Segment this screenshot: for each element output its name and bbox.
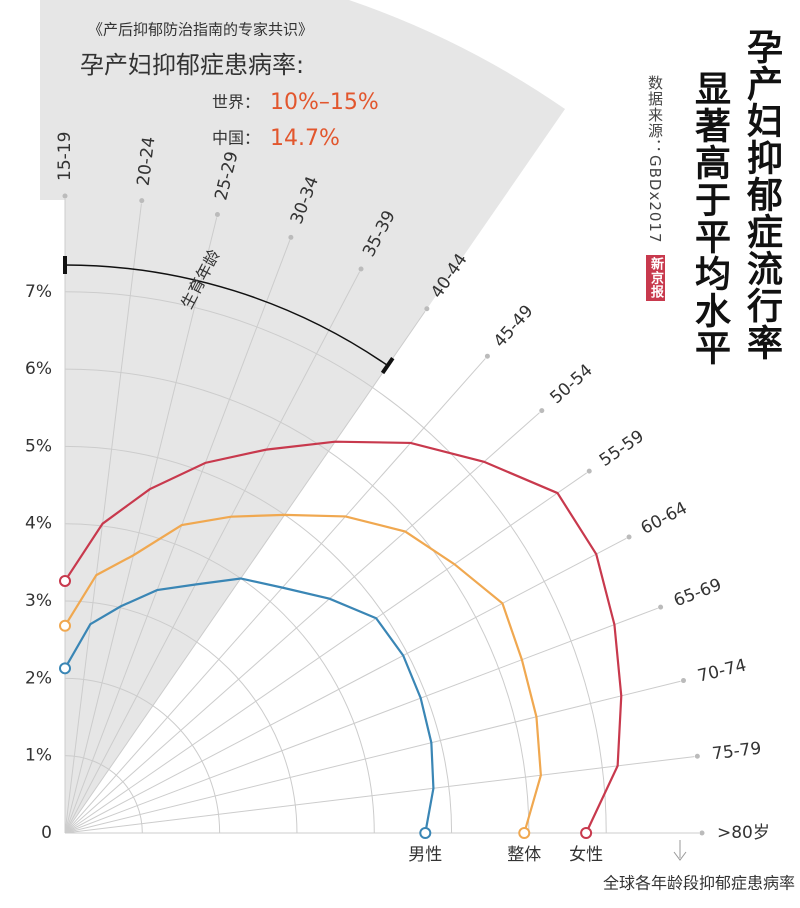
- china-label: 中国：: [212, 129, 260, 148]
- spoke-dot: [139, 198, 145, 204]
- series-line: [64, 513, 542, 834]
- category-label: 60-64: [638, 498, 691, 539]
- spoke-dot: [626, 534, 632, 540]
- china-value: 14.7%: [270, 126, 340, 151]
- grid-arc: [64, 523, 375, 834]
- plot: [59, 440, 623, 839]
- grid-arc: [64, 755, 143, 834]
- y-tick-label: 3%: [25, 591, 52, 611]
- spoke-dot: [699, 830, 705, 836]
- spoke-dot: [288, 234, 294, 240]
- reproductive-sector: [40, 0, 565, 833]
- y-tick-label: 2%: [25, 668, 52, 688]
- spoke-dot: [484, 353, 490, 359]
- title-line-1: 孕产妇抑郁症流行率: [741, 28, 782, 361]
- end-marker: [59, 619, 71, 632]
- category-label: >80岁: [717, 823, 770, 843]
- category-label: 65-69: [671, 575, 724, 611]
- y-tick-label: 6%: [25, 359, 52, 379]
- y-tick-label: 0: [41, 823, 52, 843]
- subtitle: 孕产妇抑郁症患病率:: [80, 51, 304, 79]
- legend-label: 男性: [408, 845, 442, 865]
- spoke: [64, 358, 486, 834]
- grid-arc: [64, 291, 607, 834]
- spoke-dot: [358, 266, 364, 272]
- grid-arc: [64, 368, 530, 834]
- annotation: 《产后抑郁防治指南的专家共识》: [88, 21, 313, 39]
- grid-arc: [64, 600, 298, 834]
- category-label: 45-49: [490, 301, 538, 351]
- end-marker: [59, 662, 71, 675]
- spoke: [64, 472, 588, 834]
- spoke-dot: [586, 468, 592, 474]
- grid: [62, 193, 705, 836]
- spoke-dot: [539, 408, 545, 414]
- grid-arc: [64, 445, 453, 834]
- spoke: [64, 203, 142, 834]
- spoke-dot: [658, 604, 664, 610]
- end-marker: [580, 827, 593, 839]
- category-label: 55-59: [596, 426, 648, 471]
- end-marker: [419, 827, 432, 839]
- spoke: [64, 271, 361, 834]
- y-tick-label: 4%: [25, 514, 52, 534]
- logo: 新京报: [646, 255, 665, 301]
- spoke: [64, 756, 695, 834]
- title-line-2: 显著高于平均水平: [689, 70, 730, 366]
- spoke: [64, 217, 218, 834]
- y-tick-label: 5%: [25, 436, 52, 456]
- series-line: [64, 440, 623, 834]
- grid-arc: [64, 677, 221, 834]
- range-tick: [380, 357, 395, 375]
- spoke-dot: [424, 306, 430, 312]
- spoke: [64, 607, 658, 834]
- legend-label: 女性: [569, 845, 603, 865]
- x-axis-label: 全球各年龄段抑郁症患病率: [603, 874, 795, 893]
- legend-label: 整体: [507, 845, 541, 865]
- spoke: [64, 412, 540, 834]
- spoke: [64, 680, 681, 834]
- spoke-dot: [214, 212, 220, 218]
- world-label: 世界：: [212, 93, 260, 112]
- source: 数据来源：GBDx2017: [646, 75, 664, 244]
- y-tick-label: 7%: [25, 282, 52, 302]
- world-value: 10%–15%: [270, 90, 379, 115]
- y-tick-label: 1%: [25, 746, 52, 766]
- spoke-dot: [62, 193, 68, 199]
- category-label: 75-79: [711, 739, 762, 765]
- category-label: 70-74: [696, 655, 749, 686]
- spoke: [64, 240, 291, 834]
- spoke: [64, 537, 627, 834]
- end-marker: [518, 827, 531, 839]
- category-label: 15-19: [55, 132, 75, 181]
- series-line: [64, 577, 435, 834]
- spoke: [64, 310, 426, 834]
- end-marker: [59, 574, 71, 587]
- spoke-dot: [680, 678, 686, 684]
- range-bracket: [64, 264, 389, 367]
- category-label: 50-54: [546, 360, 596, 408]
- axis-arrow: [673, 840, 687, 861]
- spoke-dot: [694, 753, 700, 759]
